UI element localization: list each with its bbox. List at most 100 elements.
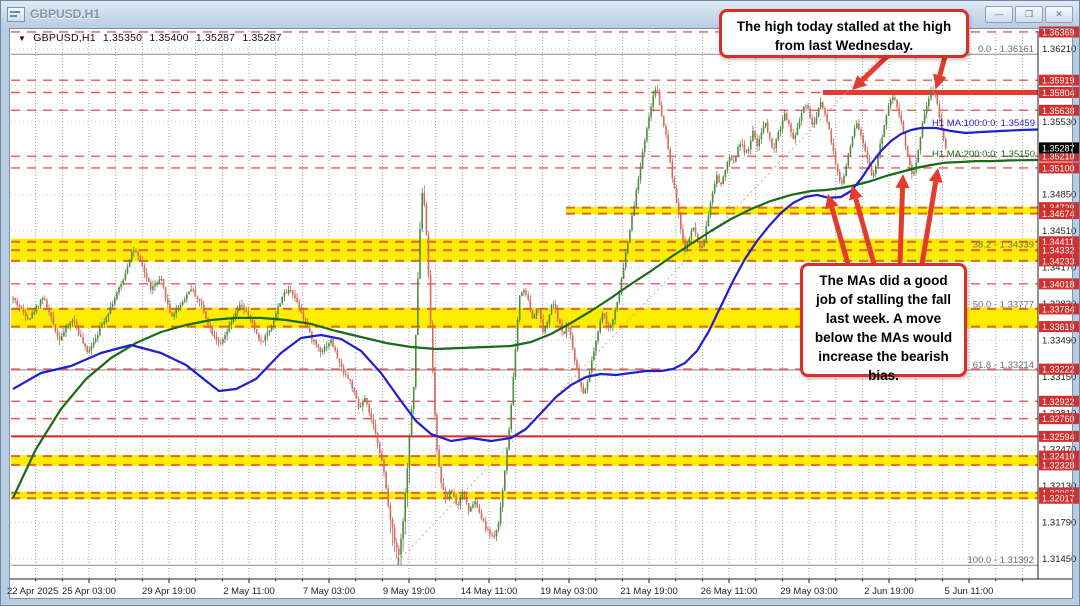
svg-text:1.33222: 1.33222 — [1042, 365, 1075, 375]
date-label: 21 May 19:00 — [620, 586, 678, 597]
svg-text:1.35210: 1.35210 — [1042, 152, 1075, 162]
annotation-arrow-shaft — [829, 206, 851, 265]
svg-text:1.36369: 1.36369 — [1042, 27, 1075, 37]
annotation-arrow-head — [849, 185, 863, 201]
price-axis-label: 1.36210 — [1042, 44, 1076, 55]
low-value: 1.35287 — [195, 32, 236, 44]
svg-text:1.32760: 1.32760 — [1042, 414, 1075, 424]
fib-label: 100.0 - 1.31392 — [967, 555, 1034, 566]
price-tag-red: 1.32760 — [1039, 413, 1079, 425]
svg-text:1.32594: 1.32594 — [1042, 432, 1075, 442]
svg-text:1.32410: 1.32410 — [1042, 452, 1075, 462]
fib-label: 61.8 - 1.33214 — [973, 360, 1034, 371]
close-value: 1.35287 — [242, 32, 282, 44]
svg-text:1.32922: 1.32922 — [1042, 397, 1075, 407]
date-label: 9 May 19:00 — [383, 586, 435, 597]
svg-text:1.34674: 1.34674 — [1042, 209, 1075, 219]
support-resistance-band — [11, 307, 1038, 329]
price-axis-label: 1.32130 — [1042, 481, 1076, 492]
date-label: 2 Jun 19:00 — [864, 586, 914, 597]
price-tag-red: 1.35638 — [1039, 104, 1079, 116]
ma100-label: H1 MA:100:0:0: 1.35459 — [932, 118, 1035, 129]
current-price-tag: 1.35287 — [1039, 142, 1079, 154]
plot-area — [11, 31, 1038, 579]
annotation-arrow-head — [852, 75, 867, 90]
support-resistance-band — [11, 491, 1038, 500]
date-label: 29 Apr 19:00 — [142, 586, 196, 597]
chart-window-icon — [7, 6, 25, 22]
ma200-line — [12, 158, 1038, 499]
price-tag-red: 1.35210 — [1039, 150, 1079, 162]
price-tag-red: 1.34411 — [1039, 236, 1079, 248]
price-axis-label: 1.33150 — [1042, 372, 1076, 383]
symbol-dropdown-arrow[interactable]: ▼ — [18, 34, 27, 43]
ma100-line — [12, 126, 1038, 443]
price-tag-red: 1.32017 — [1039, 492, 1079, 504]
fib-label: 38.2 - 1.34339 — [973, 239, 1034, 250]
price-tag-red: 1.34018 — [1039, 278, 1079, 290]
price-tag-red: 1.32410 — [1039, 450, 1079, 462]
price-tag-red: 1.34233 — [1039, 255, 1079, 267]
price-axis-label: 1.32470 — [1042, 445, 1076, 456]
price-tag-red: 1.32328 — [1039, 459, 1079, 471]
ma200-label: H1 MA:200:0:0: 1.35150 — [932, 149, 1035, 160]
support-resistance-band — [11, 455, 1038, 466]
svg-text:1.34332: 1.34332 — [1042, 246, 1075, 256]
price-tag-red: 1.35100 — [1039, 162, 1079, 174]
price-tag-red: 1.33222 — [1039, 363, 1079, 375]
ohlc-header: ▼ GBPUSD,H1 1.35350 1.35400 1.35287 1.35… — [18, 32, 286, 44]
date-label: 26 May 11:00 — [701, 586, 758, 597]
svg-text:1.34018: 1.34018 — [1042, 279, 1075, 289]
annotation-high-stall: The high today stalled at the high from … — [719, 9, 969, 58]
svg-text:1.35100: 1.35100 — [1042, 163, 1075, 173]
price-axis-label: 1.31790 — [1042, 518, 1076, 529]
price-tag-red: 1.34674 — [1039, 208, 1079, 220]
annotation-arrow-head — [933, 73, 947, 89]
price-axis-label: 1.34510 — [1042, 226, 1076, 237]
price-tag-red: 1.32922 — [1039, 395, 1079, 407]
close-button[interactable]: ✕ — [1045, 5, 1073, 23]
annotation-arrow-shaft — [919, 181, 939, 265]
chart-frame-border — [9, 28, 1073, 599]
price-tag-red: 1.33619 — [1039, 321, 1079, 333]
price-tag-red: 1.33784 — [1039, 303, 1079, 315]
svg-text:1.35638: 1.35638 — [1042, 106, 1075, 116]
price-tag-red: 1.35919 — [1039, 74, 1079, 86]
svg-text:1.35804: 1.35804 — [1042, 88, 1075, 98]
date-label: 2 May 11:00 — [223, 586, 275, 597]
price-axis-label: 1.31450 — [1042, 554, 1076, 565]
svg-text:1.32017: 1.32017 — [1042, 494, 1075, 504]
price-tag-red: 1.35804 — [1039, 86, 1079, 98]
date-label: 19 May 03:00 — [540, 586, 598, 597]
price-tag-red: 1.32594 — [1039, 430, 1079, 442]
date-label: 22 Apr 2025 — [7, 586, 58, 597]
annotation-ma-support: The MAs did a good job of stalling the f… — [800, 263, 967, 383]
svg-text:1.33784: 1.33784 — [1042, 304, 1075, 314]
minimize-button[interactable]: — — [985, 5, 1013, 23]
high-value: 1.35400 — [149, 32, 189, 44]
annotation-arrow-head — [928, 168, 943, 183]
svg-text:1.32328: 1.32328 — [1042, 460, 1075, 470]
maximize-button[interactable]: ❐ — [1015, 5, 1043, 23]
date-label: 29 May 03:00 — [780, 586, 838, 597]
svg-text:1.35919: 1.35919 — [1042, 76, 1075, 86]
date-label: 14 May 11:00 — [461, 586, 518, 597]
fib-diagonal — [397, 53, 884, 562]
price-axis-label: 1.34850 — [1042, 190, 1076, 201]
annotation-arrow-shaft — [853, 197, 877, 265]
support-resistance-band — [566, 206, 1038, 215]
date-label: 7 May 03:00 — [303, 586, 355, 597]
price-tag-red: 1.34332 — [1039, 244, 1079, 256]
annotation-arrow-head — [825, 194, 839, 210]
svg-text:1.34411: 1.34411 — [1042, 237, 1074, 247]
price-tag-red: 1.36369 — [1039, 26, 1079, 38]
annotation-arrow-head — [895, 174, 910, 189]
date-label: 5 Jun 11:00 — [945, 586, 994, 597]
price-axis-label: 1.35530 — [1042, 117, 1076, 128]
price-axis-label: 1.33490 — [1042, 335, 1076, 346]
fib-label: 50.0 - 1.33777 — [973, 300, 1034, 311]
svg-text:1.34233: 1.34233 — [1042, 256, 1075, 266]
svg-text:1.35287: 1.35287 — [1042, 143, 1075, 153]
